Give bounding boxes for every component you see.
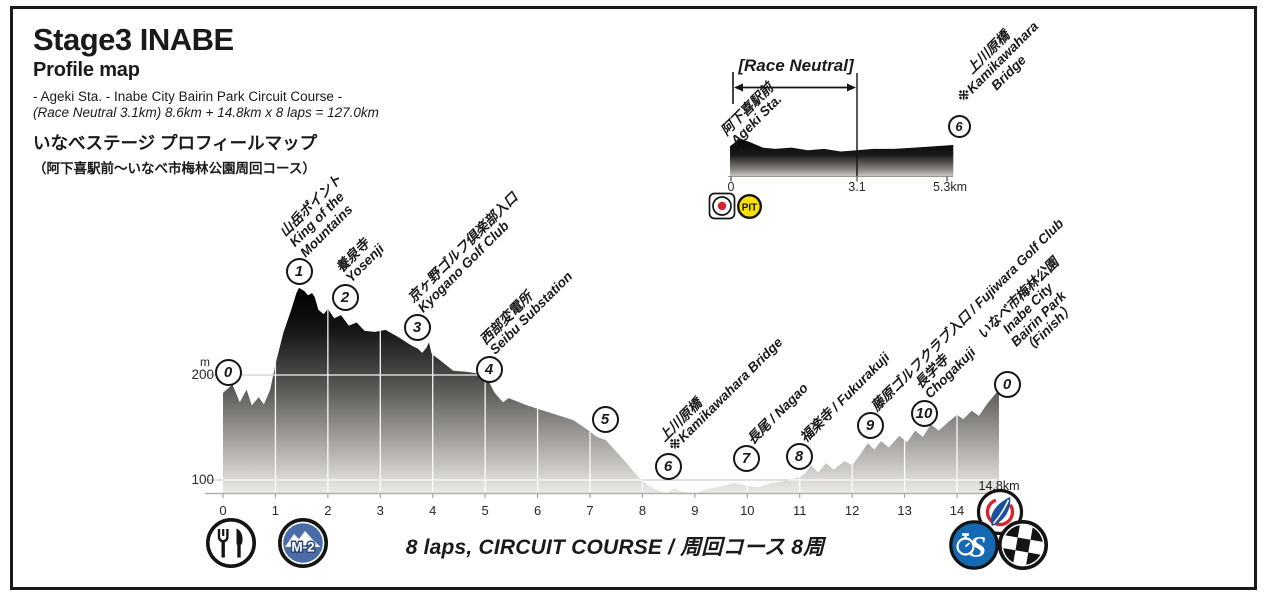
x-tick-label: 13: [897, 503, 912, 518]
arrow-right-head: [847, 83, 856, 92]
x-tick-label: 5: [481, 503, 489, 518]
x-tick-label: 1: [271, 503, 280, 518]
checkpoint-marker-4: 4: [475, 355, 503, 383]
arrow-left-head: [734, 83, 743, 92]
x-tick-label: 9: [691, 503, 699, 518]
header-block: Stage3 INABE Profile map - Ageki Sta. - …: [33, 22, 379, 177]
y-tick-200: 200: [191, 367, 214, 382]
sprint-letter: S: [970, 531, 987, 564]
stopwatch-icon: [956, 533, 975, 556]
course-description: - Ageki Sta. - Inabe City Bairin Park Ci…: [33, 88, 343, 104]
pit-label: PIT: [742, 202, 758, 213]
x-tick-label: 6: [533, 503, 542, 518]
axis-lines: [205, 176, 1012, 498]
feed-zone-icon: [205, 517, 257, 574]
x-tick-label: 11: [792, 503, 807, 518]
mountain-badge-label: M-2: [291, 540, 314, 555]
page-subtitle-jp: （阿下喜駅前～いなべ市梅林公園周回コース）: [33, 160, 316, 176]
distance-formula: (Race Neutral 3.1km) 8.6km + 14.8km x 8 …: [33, 104, 379, 120]
neutral-x-tick-label: 0: [727, 180, 735, 194]
checkpoint-marker-2: 2: [331, 283, 359, 311]
finish-flag-icon: [997, 519, 1049, 576]
y-tick-100: 100: [191, 472, 214, 487]
x-tick-label: 12: [844, 503, 860, 518]
neutral-end-marker: 6: [947, 114, 971, 138]
japan-flag-icon: [708, 192, 736, 225]
checkpoint-marker-5: 5: [591, 405, 619, 433]
checkpoint-marker-6: 6: [654, 452, 682, 480]
checkpoint-marker-0: 0: [993, 370, 1021, 398]
race-logo-icon: [976, 488, 1024, 541]
feather-icon: [990, 497, 1011, 526]
x-tick-label: 4: [429, 503, 437, 518]
x-tick-label: 8: [638, 503, 647, 518]
fork-knife-icon: [217, 528, 243, 558]
mountain-icon: [285, 531, 321, 547]
x-tick-label: 3: [376, 503, 384, 518]
x-tick-label: 2: [324, 503, 332, 518]
course-end-distance: 14.8km: [978, 479, 1020, 493]
laps-text: 8 laps, CIRCUIT COURSE / 周回コース 8周: [405, 536, 825, 559]
neutral-elevation-profile-shape: [730, 138, 954, 177]
sprint-point-icon: S: [948, 519, 1000, 576]
checkpoint-marker-9: 9: [856, 411, 884, 439]
x-tick-label: 10: [740, 503, 755, 518]
checkpoint-marker-3: 3: [403, 313, 431, 341]
x-tick-label: 14: [949, 503, 965, 518]
page-title: Stage3 INABE: [33, 22, 234, 57]
neutral-x-tick-label: 5.3km: [932, 180, 968, 194]
checkpoint-marker-8: 8: [785, 442, 813, 470]
page-subtitle: Profile map: [33, 58, 140, 81]
checkpoint-marker-1: 1: [285, 257, 313, 285]
race-neutral-markers: [732, 72, 858, 176]
mountain-prime-badge: M-2: [277, 517, 329, 574]
x-tick-label: 7: [586, 503, 594, 518]
neutral-x-tick-label: 3.1: [848, 180, 866, 194]
y-axis-unit: m: [200, 355, 210, 369]
race-neutral-heading: [Race Neutral]: [738, 56, 854, 75]
main-elevation-profile-shape: [223, 287, 999, 494]
start-marker: 0: [214, 358, 242, 386]
checkpoint-marker-7: 7: [732, 444, 760, 472]
checkpoint-marker-10: 10: [910, 399, 938, 427]
x-tick-label: 0: [219, 503, 227, 518]
page-title-jp: いなべステージ プロフィールマップ: [33, 132, 318, 153]
map-border: [10, 6, 1257, 590]
pit-badge: PIT: [736, 193, 763, 225]
